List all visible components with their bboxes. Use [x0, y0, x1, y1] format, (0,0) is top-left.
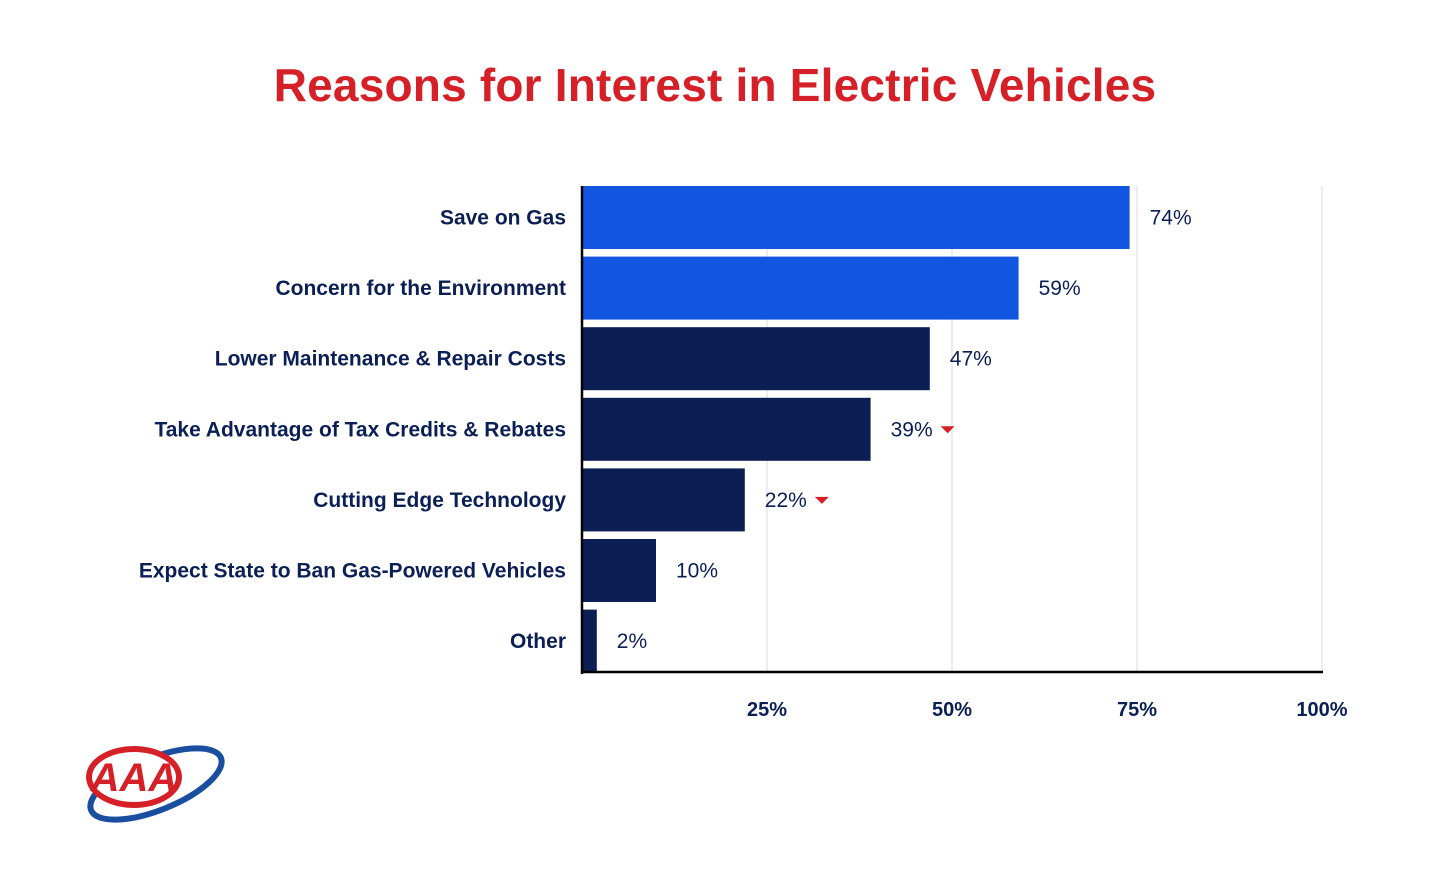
category-label-6: Expect State to Ban Gas-Powered Vehicles: [139, 560, 566, 583]
aaa-logo: AAA: [86, 745, 225, 823]
value-label-6: 10%: [676, 560, 718, 583]
bar-3: [582, 327, 930, 391]
x-tick-label-100: 100%: [1296, 699, 1347, 721]
bar-1: [582, 186, 1130, 249]
bar-4: [582, 397, 871, 461]
value-label-3: 47%: [950, 348, 992, 371]
bar-5: [582, 468, 745, 532]
value-label-5: 22%: [765, 489, 807, 512]
value-label-7: 2%: [617, 630, 647, 653]
logo-text: AAA: [90, 756, 178, 800]
chart-title: Reasons for Interest in Electric Vehicle…: [273, 59, 1157, 111]
decrease-marker-4: [940, 426, 955, 434]
x-tick-label-25: 25%: [747, 699, 787, 721]
bar-2: [582, 256, 1019, 320]
value-label-1: 74%: [1150, 207, 1192, 230]
bar-6: [582, 539, 656, 602]
category-label-7: Other: [510, 630, 566, 653]
label-layer: Save on Gas 74% Concern for the Environmen…: [139, 207, 1192, 654]
bar-layer: [582, 186, 1130, 673]
axis-layer: 25% 50% 75% 100%: [580, 186, 1348, 721]
category-label-4: Take Advantage of Tax Credits & Rebates: [154, 418, 566, 441]
x-tick-label-50: 50%: [932, 699, 972, 721]
decrease-marker-5: [814, 496, 829, 504]
logo-inner-oval: [92, 752, 176, 802]
category-label-3: Lower Maintenance & Repair Costs: [215, 348, 566, 371]
category-label-5: Cutting Edge Technology: [313, 489, 566, 512]
bar-7: [582, 609, 597, 673]
value-label-2: 59%: [1039, 277, 1081, 300]
x-tick-label-75: 75%: [1117, 699, 1157, 721]
value-label-4: 39%: [891, 418, 933, 441]
category-label-2: Concern for the Environment: [275, 277, 566, 300]
category-label-1: Save on Gas: [440, 207, 566, 230]
